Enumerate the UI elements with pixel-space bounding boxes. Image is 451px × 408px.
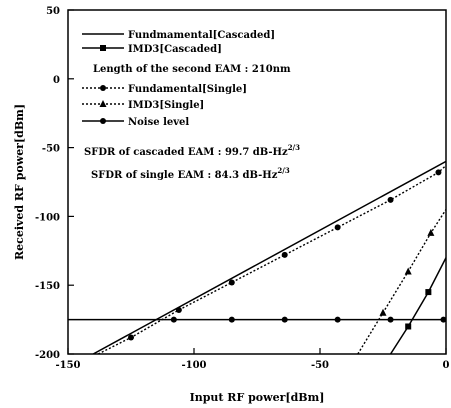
- annotation-text: Length of the second EAM : 210nm: [93, 64, 291, 75]
- annotation-sfdr_cascaded: SFDR of cascaded EAM : 99.7 dB-Hz2/3: [84, 143, 300, 158]
- data-point: [379, 308, 387, 316]
- series-layer: [68, 160, 446, 354]
- legend: Fundmamental[Cascaded] IMD3[Cascaded] Fund…: [82, 30, 275, 128]
- series-1: [389, 257, 446, 354]
- data-point: [128, 334, 134, 341]
- data-point: [425, 289, 432, 296]
- y-tick-label: 0: [53, 75, 60, 86]
- legend-item: Fundamental[Single]: [82, 84, 247, 95]
- data-point: [440, 316, 446, 323]
- series-3: [357, 209, 446, 354]
- data-point: [170, 316, 177, 323]
- plot-frame: [67, 9, 447, 355]
- data-point: [435, 169, 442, 176]
- data-point: [281, 251, 288, 258]
- data-point: [387, 316, 394, 323]
- legend-marker: [99, 100, 107, 107]
- legend-label: IMD3[Single]: [128, 100, 204, 111]
- annotation-sfdr_single: SFDR of single EAM : 84.3 dB-Hz2/3: [91, 166, 290, 181]
- data-point: [387, 196, 394, 203]
- legend-marker: [100, 118, 106, 124]
- legend-label: IMD3[Cascaded]: [128, 44, 222, 55]
- series-line: [357, 209, 446, 354]
- y-tick-label: -100: [35, 212, 60, 223]
- annotation-text: SFDR of single EAM : 84.3 dB-Hz: [91, 170, 278, 181]
- data-point: [334, 224, 341, 231]
- data-point: [228, 279, 235, 286]
- y-tick-label: -200: [35, 350, 60, 361]
- data-point: [405, 323, 412, 330]
- legend-label: Fundmamental[Cascaded]: [128, 30, 275, 41]
- data-point: [334, 316, 341, 323]
- data-point: [404, 267, 412, 275]
- annotation-length: Length of the second EAM : 210nm: [93, 64, 291, 75]
- x-tick-label: -100: [181, 360, 206, 371]
- data-point: [228, 316, 235, 323]
- legend-marker: [100, 45, 106, 51]
- legend-item: IMD3[Cascaded]: [82, 44, 222, 55]
- data-point: [427, 228, 435, 236]
- legend-item: IMD3[Single]: [82, 100, 204, 111]
- series-line: [92, 160, 446, 354]
- x-tick-label: 0: [443, 360, 450, 371]
- annotation-text: SFDR of cascaded EAM : 99.7 dB-Hz: [84, 147, 288, 158]
- x-tick-label: -150: [55, 360, 80, 371]
- annotations: Length of the second EAM : 210nm SFDR of …: [84, 64, 300, 181]
- legend-item: Noise level: [82, 117, 189, 128]
- x-tick-label: -50: [311, 360, 329, 371]
- x-axis-title: Input RF power[dBm]: [190, 391, 325, 404]
- legend-item: Fundmamental[Cascaded]: [82, 30, 275, 41]
- data-point: [175, 306, 182, 313]
- legend-label: Noise level: [128, 117, 189, 128]
- series-2: [97, 164, 446, 354]
- legend-marker: [100, 85, 106, 91]
- series-line: [97, 164, 446, 354]
- data-point: [281, 316, 288, 323]
- series-4: [68, 316, 446, 323]
- legend-label: Fundamental[Single]: [128, 84, 247, 95]
- y-tick-label: -150: [35, 281, 60, 292]
- series-0: [92, 160, 446, 354]
- series-line: [389, 257, 446, 354]
- y-tick-label: -50: [42, 144, 60, 155]
- annotation-superscript: 2/3: [277, 166, 289, 175]
- y-tick-label: 50: [46, 6, 60, 17]
- annotation-superscript: 2/3: [288, 143, 300, 152]
- y-axis-title: Received RF power[dBm]: [13, 104, 26, 260]
